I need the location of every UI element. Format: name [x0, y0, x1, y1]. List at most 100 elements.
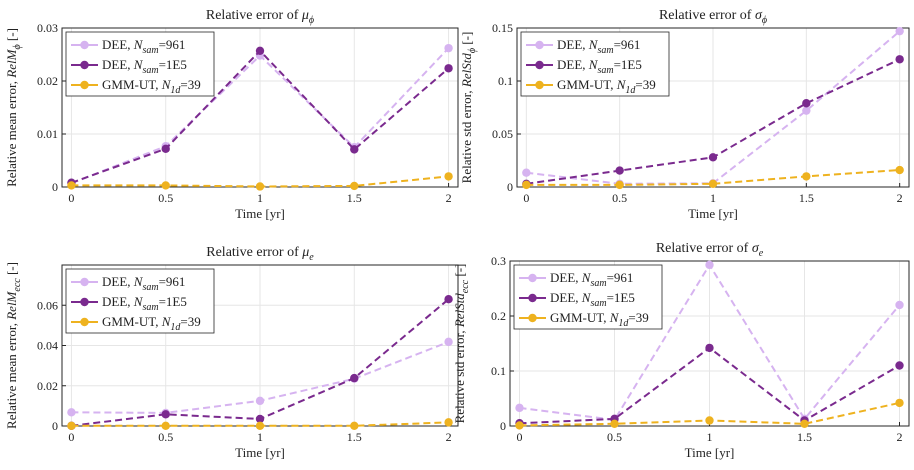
legend-swatch-marker	[535, 40, 544, 50]
data-point-dee961	[895, 300, 904, 310]
data-point-dee961	[444, 43, 453, 53]
data-point-dee1e5	[615, 166, 624, 175]
x-tick-label: 0.5	[158, 191, 173, 205]
x-tick-label: 0	[68, 430, 74, 444]
data-point-dee1e5	[350, 373, 359, 383]
data-point-dee1e5	[255, 46, 265, 55]
data-point-gmm	[610, 419, 619, 428]
legend-label: DEE, Nsam=961	[557, 37, 640, 56]
x-tick-label: 2	[897, 191, 903, 205]
x-tick-label: 0.5	[607, 430, 622, 444]
y-tick-label: 0.05	[492, 127, 513, 141]
legend-swatch-marker	[80, 40, 89, 50]
data-point-dee1e5	[895, 361, 904, 370]
data-point-dee1e5	[161, 410, 170, 419]
data-point-dee961	[444, 337, 453, 347]
x-tick-label: 0	[517, 430, 523, 444]
y-tick-label: 0.01	[37, 127, 58, 141]
legend-label: DEE, Nsam=1E5	[102, 294, 187, 313]
data-point-dee961	[705, 260, 714, 270]
y-tick-label: 0.1	[498, 74, 513, 88]
y-axis-label: Relative std error, RelStdecc [-]	[452, 264, 471, 424]
data-point-gmm	[444, 418, 453, 427]
data-point-gmm	[255, 421, 265, 430]
data-point-gmm	[895, 165, 904, 175]
legend-swatch-marker	[80, 297, 89, 307]
chart-title: Relative error of μϕ	[206, 8, 314, 26]
x-tick-label: 1	[257, 430, 263, 444]
x-axis-label: Time [yr]	[685, 445, 735, 460]
chart-title: Relative error of μe	[206, 245, 314, 263]
x-tick-label: 1.5	[347, 191, 362, 205]
legend-swatch-marker	[80, 317, 89, 327]
x-axis-label: Time [yr]	[235, 206, 285, 221]
y-tick-label: 0.15	[492, 21, 513, 35]
chart-title: Relative error of σϕ	[659, 8, 767, 26]
legend-label: GMM-UT, N1d=39	[557, 77, 656, 96]
x-tick-label: 2	[446, 191, 452, 205]
data-point-gmm	[522, 180, 531, 190]
data-point-gmm	[515, 421, 524, 430]
x-tick-label: 1.5	[347, 430, 362, 444]
y-axis-label: Relative mean error, RelMecc [-]	[4, 262, 23, 429]
legend-swatch-marker	[528, 273, 537, 283]
data-point-dee961	[522, 168, 531, 177]
y-tick-label: 0.06	[37, 298, 58, 312]
legend-label: DEE, Nsam=1E5	[102, 57, 187, 76]
data-point-gmm	[67, 181, 76, 190]
y-tick-label: 0.2	[491, 309, 506, 323]
x-tick-label: 0.5	[612, 191, 627, 205]
x-tick-label: 1	[707, 430, 713, 444]
data-point-dee1e5	[350, 145, 359, 154]
x-tick-label: 1.5	[799, 191, 814, 205]
y-tick-label: 0	[52, 419, 58, 433]
data-point-dee1e5	[705, 343, 714, 353]
legend-label: DEE, Nsam=961	[102, 274, 185, 293]
legend-label: DEE, Nsam=1E5	[557, 57, 642, 76]
legend-label: GMM-UT, N1d=39	[102, 77, 201, 96]
y-tick-label: 0.02	[37, 74, 58, 88]
data-point-gmm	[350, 421, 359, 430]
legend-label: DEE, Nsam=961	[550, 270, 633, 289]
series-line-gmm	[526, 169, 900, 186]
data-point-gmm	[708, 179, 718, 189]
x-axis-label: Time [yr]	[235, 445, 285, 460]
data-point-dee1e5	[802, 99, 811, 108]
y-tick-label: 0	[52, 180, 58, 194]
data-point-dee1e5	[255, 414, 265, 424]
data-point-dee961	[895, 26, 904, 36]
legend-swatch-marker	[80, 277, 89, 287]
data-point-gmm	[802, 172, 811, 181]
data-point-gmm	[895, 398, 904, 408]
legend-swatch-marker	[528, 293, 537, 303]
legend-swatch-marker	[528, 313, 537, 323]
data-point-dee961	[67, 408, 76, 417]
legend-swatch-marker	[80, 80, 89, 90]
legend-label: DEE, Nsam=961	[102, 37, 185, 56]
data-point-dee1e5	[708, 153, 718, 162]
chart-panel-3: 0 0.5 1 1.5 2 0 0.02 0.04 0.06 Relative error of …	[4, 245, 459, 460]
y-tick-label: 0.02	[37, 379, 58, 393]
x-tick-label: 0	[68, 191, 74, 205]
chart-title: Relative error of σe	[656, 241, 764, 259]
x-tick-label: 0.5	[158, 430, 173, 444]
legend-swatch-marker	[80, 60, 89, 70]
data-point-dee961	[515, 403, 524, 413]
data-point-dee1e5	[895, 55, 904, 64]
y-axis-label: Relative std error, RelStdϕ [-]	[459, 32, 478, 184]
data-point-gmm	[800, 419, 809, 428]
data-point-dee1e5	[161, 144, 170, 154]
y-tick-label: 0	[500, 419, 506, 433]
data-point-gmm	[350, 181, 359, 191]
y-tick-label: 0.3	[491, 254, 506, 268]
chart-panel-2: 0 0.5 1 1.5 2 0 0.05 0.1 0.15 Relative error of σ…	[459, 8, 910, 221]
chart-panel-1: 0 0.5 1 1.5 2 0 0.01 0.02 0.03 Relative error of …	[4, 8, 459, 221]
legend-label: GMM-UT, N1d=39	[102, 314, 201, 333]
x-tick-label: 2	[446, 430, 452, 444]
x-tick-label: 0	[523, 191, 529, 205]
